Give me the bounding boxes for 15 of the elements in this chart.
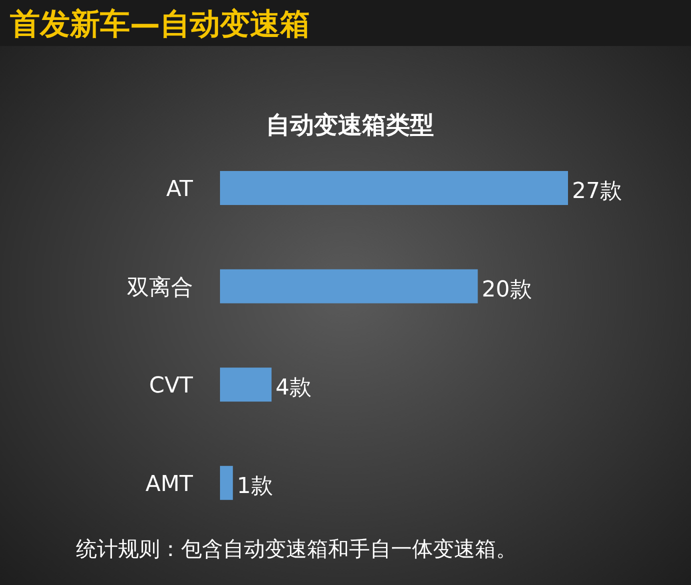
y-tick-label: AMT [146, 472, 194, 497]
y-tick-label: 双离合 [127, 275, 193, 300]
bar [220, 466, 233, 500]
bar [220, 368, 272, 402]
data-label: 4款 [276, 376, 312, 401]
chart-subtitle: 自动变速箱类型 [266, 111, 434, 139]
bar [220, 269, 478, 304]
bar [220, 171, 568, 205]
data-label: 20款 [482, 277, 532, 302]
data-label: 1款 [236, 474, 273, 499]
text: 统计规则：包含自动变速箱和手自一体变速箱。 [76, 537, 517, 561]
chart-title: 首发新车—自动变速箱 [10, 7, 310, 42]
y-tick-label: CVT [149, 374, 194, 399]
data-label: 27款 [572, 179, 622, 204]
y-tick-label: AT [166, 177, 194, 202]
